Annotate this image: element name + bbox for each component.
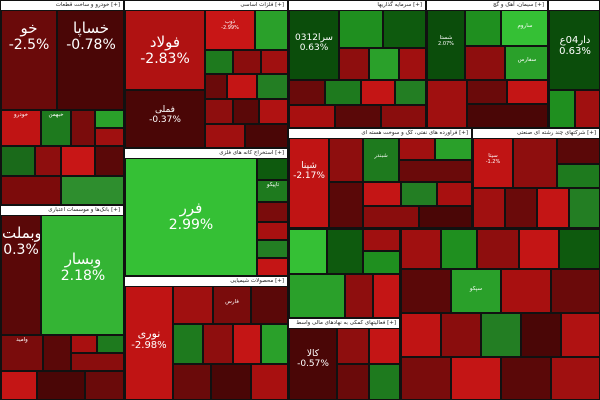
tile-tapiko[interactable]: تاپیکو (257, 180, 287, 202)
tile-dar04a[interactable]: دار04ع 0.63% (549, 10, 599, 90)
sector-header[interactable]: استخراج کانه های فلزی [+] (125, 149, 287, 158)
sector-multi-industry[interactable]: شرکتهای چند رشته ای صنعتی [+] سیتا -1.2% (472, 128, 600, 228)
tile-shepna[interactable]: شپنا -2.17% (289, 138, 329, 227)
tile-femli[interactable]: فملی -0.37% (125, 90, 205, 147)
sector-header[interactable]: فلزات اساسی [+] (125, 1, 287, 10)
tile-zob[interactable]: ذوب -2.99% (205, 10, 255, 50)
sector-header[interactable]: محصولات شیمیایی [+] (125, 277, 287, 286)
sector-misc-center[interactable] (288, 228, 400, 318)
tile-khbahman[interactable]: خبهمن (41, 110, 71, 146)
sector-header[interactable]: سرمایه گذاریها [+] (289, 1, 425, 10)
tile-sarom[interactable]: ساروم (501, 10, 547, 46)
tile-vbsar[interactable]: وبسار 2.18% (41, 215, 123, 335)
sector-investments[interactable]: سرمایه گذاریها [+] سرا0312 0.63% (288, 0, 426, 128)
sector-header[interactable] (549, 1, 599, 10)
sector-petroleum[interactable]: فراورده های نفتی، کک و سوخت هسته ای [+] … (288, 128, 472, 228)
sector-chemicals[interactable]: محصولات شیمیایی [+] نوری -2.98% فارس (124, 276, 288, 400)
tile-sara0312[interactable]: سرا0312 0.63% (289, 10, 339, 80)
tile-vbmellat[interactable]: وبملت 0.3% (1, 215, 41, 335)
sector-automotive[interactable]: خودرو و ساخت قطعات [+] خو -2.5% خساپا -0… (0, 0, 124, 205)
sector-far-right[interactable]: دار04ع 0.63% (548, 0, 600, 128)
sector-header[interactable]: شرکتهای چند رشته ای صنعتی [+] (473, 129, 599, 138)
tile-khsapa[interactable]: خساپا -0.78% (57, 10, 123, 110)
sector-header[interactable]: بانک‌ها و موسسات اعتباری [+] (1, 206, 123, 215)
sector-banks[interactable]: بانک‌ها و موسسات اعتباری [+] وبملت 0.3% … (0, 205, 124, 400)
tile-sita[interactable]: سیتا -1.2% (473, 138, 513, 188)
tile-sfars[interactable]: سفارس (505, 46, 547, 80)
tile-shasta[interactable]: شستا 2.07% (427, 10, 465, 80)
sector-metal-ores[interactable]: استخراج کانه های فلزی [+] فرر 2.99% تاپی… (124, 148, 288, 276)
sector-financial-aux[interactable]: فعالیتهای کمکی به نهادهای مالی واسط [+] … (288, 318, 400, 400)
sector-header[interactable]: فعالیتهای کمکی به نهادهای مالی واسط [+] (289, 319, 399, 328)
tile-foolad[interactable]: فولاد -2.83% (125, 10, 205, 90)
sector-header[interactable]: سیمان، آهک و گچ [+] (427, 1, 547, 10)
tile-sepko[interactable]: سپکو (451, 269, 501, 313)
sector-header[interactable]: خودرو و ساخت قطعات [+] (1, 1, 123, 10)
sector-basic-metals[interactable]: فلزات اساسی [+] فولاد -2.83% فملی -0.37%… (124, 0, 288, 148)
tile-shbandar[interactable]: شبندر (363, 138, 399, 182)
tile-kala[interactable]: کالا -0.57% (289, 328, 337, 399)
tile-noori[interactable]: نوری -2.98% (125, 286, 173, 399)
tile-khodro[interactable]: خودرو (1, 110, 41, 146)
tile-fars[interactable]: فارس (213, 286, 251, 324)
sector-misc-bottom-right[interactable]: سپکو (400, 228, 600, 400)
sector-cement[interactable]: سیمان، آهک و گچ [+] شستا 2.07% ساروم سفا… (426, 0, 548, 128)
tile-vomid[interactable]: وامید (1, 335, 43, 371)
tile-kho[interactable]: خو -2.5% (1, 10, 57, 110)
sector-header[interactable]: فراورده های نفتی، کک و سوخت هسته ای [+] (289, 129, 471, 138)
tile-farar[interactable]: فرر 2.99% (125, 158, 257, 275)
